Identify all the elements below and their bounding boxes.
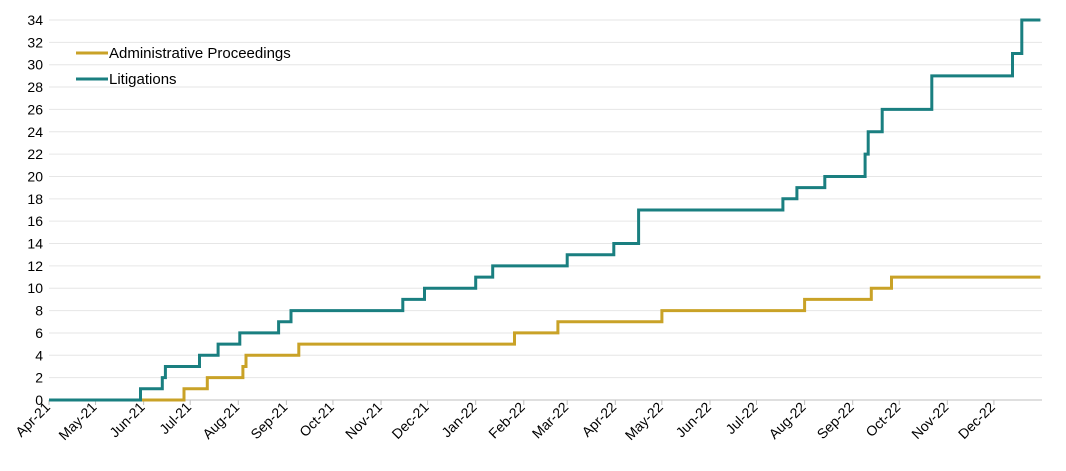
series-line-litigations xyxy=(49,18,1041,402)
y-tick-label: 26 xyxy=(27,101,43,117)
series-line-administrative-proceedings xyxy=(49,275,1041,402)
y-tick-label: 24 xyxy=(27,124,43,140)
y-tick-label: 34 xyxy=(27,12,43,28)
x-tick-label: May-22 xyxy=(622,399,666,443)
axes xyxy=(48,399,1042,405)
y-tick-label: 28 xyxy=(27,79,43,95)
x-tick-label: Apr-22 xyxy=(578,399,619,440)
y-tick-label: 14 xyxy=(27,236,43,252)
y-tick-label: 6 xyxy=(35,325,43,341)
x-tick-label: Oct-22 xyxy=(862,399,903,440)
y-tick-label: 30 xyxy=(27,57,43,73)
x-tick-label: Jul-22 xyxy=(722,399,760,437)
y-tick-label: 8 xyxy=(35,303,43,319)
legend-label-administrative-proceedings: Administrative Proceedings xyxy=(109,45,291,62)
legend: Administrative Proceedings Litigations xyxy=(76,45,291,88)
x-tick-label: Sep-22 xyxy=(814,399,857,442)
x-axis-tick-labels: Apr-21 May-21 Jun-21 Jul-21 Aug-21 Sep-21 Oct-… xyxy=(12,399,998,443)
y-tick-label: 16 xyxy=(27,213,43,229)
series-lines xyxy=(49,18,1041,402)
y-tick-label: 20 xyxy=(27,168,43,184)
legend-label-litigations: Litigations xyxy=(109,71,177,88)
x-tick-label: Dec-22 xyxy=(955,399,998,442)
x-tick-label: May-21 xyxy=(55,399,99,443)
y-tick-label: 2 xyxy=(35,370,43,386)
x-tick-label: Mar-22 xyxy=(529,399,572,442)
x-tick-label: Jun-22 xyxy=(673,399,715,441)
x-tick-label: Aug-22 xyxy=(765,399,808,442)
y-tick-label: 10 xyxy=(27,280,43,296)
y-tick-label: 4 xyxy=(35,347,43,363)
x-tick-label: Aug-21 xyxy=(199,399,242,442)
x-tick-label: Jan-22 xyxy=(438,399,480,441)
x-tick-label: Sep-21 xyxy=(247,399,290,442)
y-tick-label: 12 xyxy=(27,258,43,274)
x-tick-label: Nov-21 xyxy=(342,399,385,442)
y-tick-label: 18 xyxy=(27,191,43,207)
x-tick-label: Oct-21 xyxy=(296,399,337,440)
x-tick-label: Feb-22 xyxy=(485,399,528,442)
gridlines xyxy=(49,19,1042,379)
y-tick-label: 32 xyxy=(27,34,43,50)
y-tick-label: 22 xyxy=(27,146,43,162)
x-tick-label: Jul-21 xyxy=(156,399,194,437)
y-tick-label: 0 xyxy=(35,392,43,408)
x-tick-label: Jun-21 xyxy=(106,399,148,441)
x-tick-label: Apr-21 xyxy=(12,399,53,440)
x-tick-label: Nov-22 xyxy=(908,399,951,442)
x-tick-label: Dec-21 xyxy=(388,399,431,442)
